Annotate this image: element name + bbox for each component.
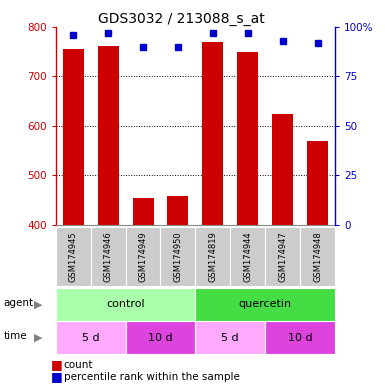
Text: agent: agent xyxy=(4,298,34,308)
Bar xyxy=(56,321,126,354)
Text: control: control xyxy=(106,299,145,310)
Bar xyxy=(195,321,265,354)
Text: GSM174819: GSM174819 xyxy=(208,231,218,282)
Bar xyxy=(91,227,126,286)
Text: 5 d: 5 d xyxy=(221,333,239,343)
Bar xyxy=(167,196,188,225)
Text: time: time xyxy=(4,331,27,341)
Text: 10 d: 10 d xyxy=(148,333,173,343)
Bar xyxy=(300,227,335,286)
Text: 10 d: 10 d xyxy=(288,333,312,343)
Text: ■: ■ xyxy=(51,370,63,383)
Text: GSM174945: GSM174945 xyxy=(69,231,78,281)
Text: count: count xyxy=(64,360,93,370)
Bar xyxy=(265,227,300,286)
Bar xyxy=(63,49,84,225)
Text: percentile rank within the sample: percentile rank within the sample xyxy=(64,372,239,382)
Bar xyxy=(237,51,258,225)
Bar xyxy=(98,46,119,225)
Bar xyxy=(126,321,195,354)
Text: GSM174948: GSM174948 xyxy=(313,231,322,282)
Bar xyxy=(203,42,223,225)
Bar xyxy=(230,227,265,286)
Text: GDS3032 / 213088_s_at: GDS3032 / 213088_s_at xyxy=(97,12,264,25)
Bar xyxy=(56,227,91,286)
Text: ■: ■ xyxy=(51,358,63,371)
Text: GSM174950: GSM174950 xyxy=(173,231,182,281)
Text: quercetin: quercetin xyxy=(239,299,292,310)
Bar xyxy=(265,321,335,354)
Text: ▶: ▶ xyxy=(34,299,43,310)
Bar xyxy=(272,114,293,225)
Text: GSM174946: GSM174946 xyxy=(104,231,113,282)
Bar xyxy=(307,141,328,225)
Bar xyxy=(132,199,154,225)
Text: GSM174947: GSM174947 xyxy=(278,231,287,282)
Text: GSM174949: GSM174949 xyxy=(139,231,147,281)
Bar xyxy=(126,227,161,286)
Text: GSM174944: GSM174944 xyxy=(243,231,252,281)
Bar xyxy=(161,227,195,286)
Text: ▶: ▶ xyxy=(34,333,43,343)
Bar xyxy=(195,288,335,321)
Bar xyxy=(195,227,230,286)
Text: 5 d: 5 d xyxy=(82,333,100,343)
Bar xyxy=(56,288,195,321)
